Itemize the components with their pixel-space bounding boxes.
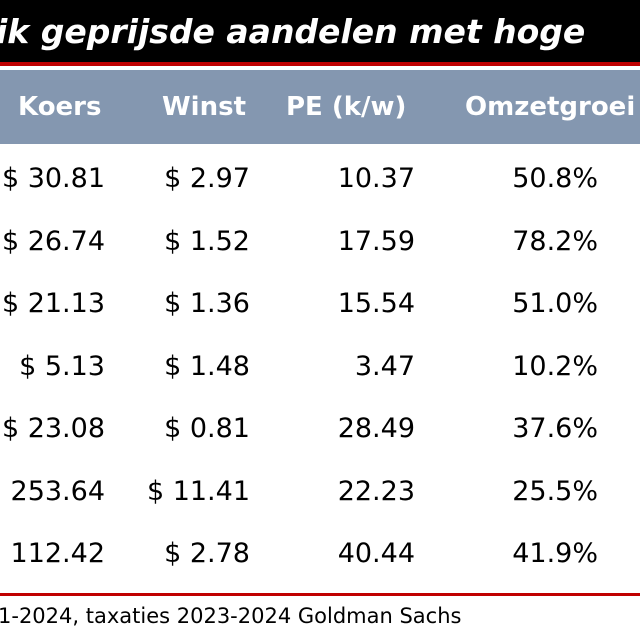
- table-cell: 41.9%: [512, 538, 598, 569]
- footer: 1-2024, taxaties 2023-2024 Goldman Sachs: [0, 604, 462, 628]
- header-cell: Koers: [18, 92, 102, 122]
- table-cell: 10.37: [337, 163, 415, 194]
- table-cell: $ 11.41: [146, 475, 250, 507]
- table-cell: $ 5.13: [19, 350, 105, 382]
- table-cell: $ 21.13: [1, 288, 105, 319]
- table-cell: 15.54: [337, 288, 415, 319]
- table-cell: $ 2.78: [164, 538, 250, 569]
- table-cell: $ 23.08: [1, 413, 105, 444]
- title-bar: ik geprijsde aandelen met hoge: [0, 0, 640, 66]
- table-header: Koers Winst PE (k/w) Omzetgroei: [0, 70, 640, 144]
- rule: [0, 593, 640, 596]
- table-cell: $ 112.42: [0, 538, 105, 569]
- header-cell: Omzetgroei: [465, 92, 636, 122]
- table-cell: 78.2%: [512, 225, 598, 257]
- table-cell: $ 1.48: [164, 350, 250, 382]
- table-cell: 28.49: [337, 413, 415, 444]
- table-cell: $ 253.64: [0, 475, 105, 507]
- table-cell: $ 26.74: [1, 225, 105, 257]
- table-cell: 25.5%: [512, 475, 598, 507]
- title: ik geprijsde aandelen met hoge: [0, 12, 586, 51]
- table-cell: 50.8%: [512, 163, 598, 194]
- header-cell: Winst: [162, 92, 247, 122]
- table-cell: 40.44: [337, 538, 415, 569]
- table-cell: 10.2%: [512, 350, 598, 382]
- table-cell: $ 2.97: [164, 163, 250, 194]
- table-cell: 3.47: [354, 350, 415, 382]
- table-cell: 17.59: [337, 225, 415, 257]
- table-cell: $ 1.52: [164, 225, 250, 257]
- table-cell: $ 0.81: [164, 413, 250, 444]
- header-cell: PE (k/w): [286, 92, 407, 122]
- table-cell: 51.0%: [512, 288, 598, 319]
- table-cell: 37.6%: [512, 413, 598, 444]
- table-cell: 22.23: [337, 475, 415, 507]
- table-cell: $ 30.81: [1, 163, 105, 194]
- table-cell: $ 1.36: [164, 288, 250, 319]
